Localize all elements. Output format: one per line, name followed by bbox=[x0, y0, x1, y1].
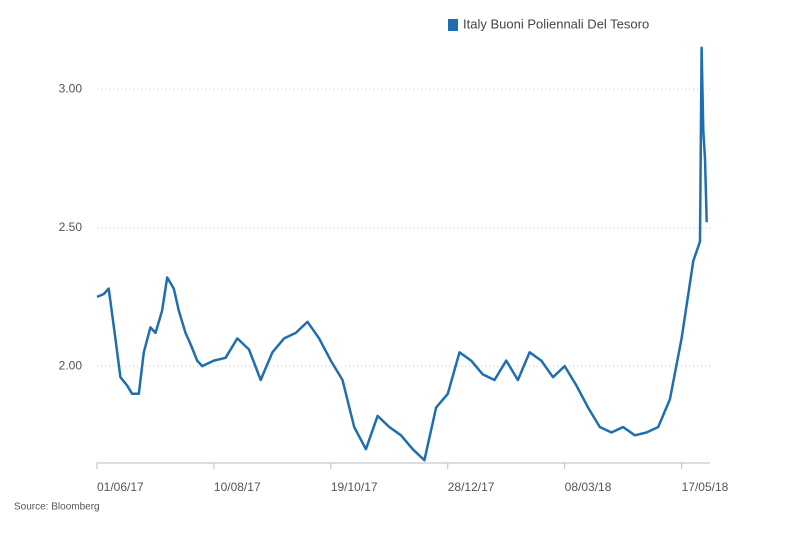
legend-swatch bbox=[448, 19, 458, 31]
x-tick-label: 17/05/18 bbox=[682, 480, 729, 494]
x-tick-label: 10/08/17 bbox=[214, 480, 261, 494]
x-tick-label: 28/12/17 bbox=[448, 480, 495, 494]
y-tick-label: 2.00 bbox=[59, 358, 83, 372]
x-tick-label: 08/03/18 bbox=[565, 480, 612, 494]
legend-text: Italy Buoni Poliennali Del Tesoro bbox=[463, 16, 649, 31]
source-note: Source: Bloomberg bbox=[14, 502, 100, 513]
line bbox=[96, 46, 708, 462]
x-tick-label: 01/06/17 bbox=[97, 480, 144, 494]
y-tick-label: 2.50 bbox=[59, 220, 83, 234]
x-tick-label: 19/10/17 bbox=[331, 480, 378, 494]
y-tick-label: 3.00 bbox=[59, 81, 83, 95]
